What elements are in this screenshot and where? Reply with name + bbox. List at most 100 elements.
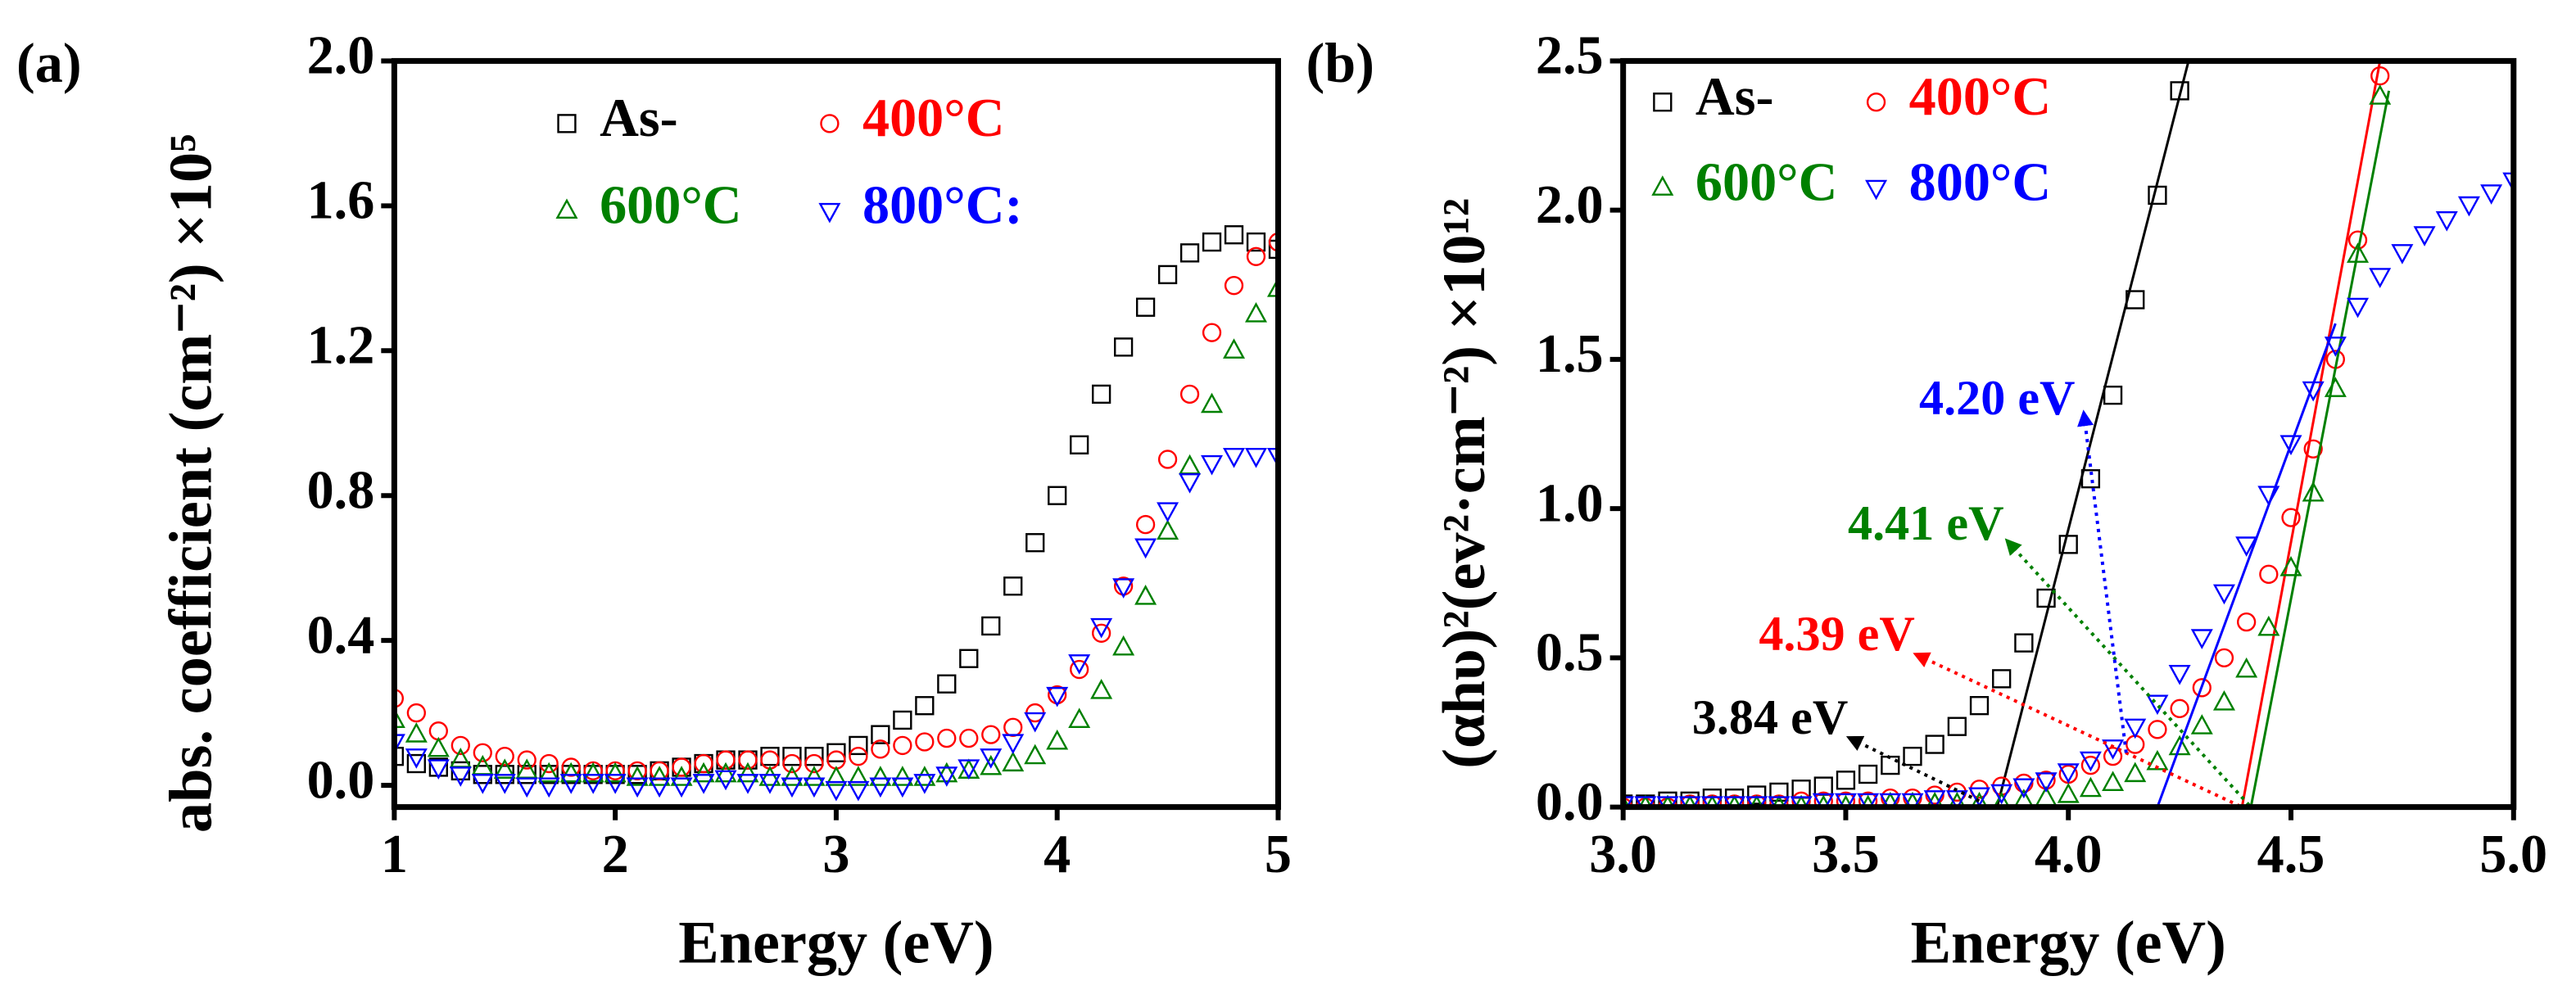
marker bbox=[1653, 93, 1673, 112]
marker bbox=[1002, 751, 1025, 772]
annotation: 4.20 eV bbox=[1919, 371, 2075, 426]
marker bbox=[1969, 696, 1990, 716]
marker bbox=[804, 753, 824, 774]
marker bbox=[736, 774, 759, 794]
annotation: 3.84 eV bbox=[1692, 690, 1848, 745]
marker bbox=[869, 766, 892, 786]
marker bbox=[1224, 275, 1244, 296]
marker bbox=[782, 753, 802, 774]
marker bbox=[2058, 535, 2078, 554]
marker bbox=[473, 743, 492, 762]
annotation-arrow bbox=[1913, 652, 2243, 809]
marker bbox=[1993, 791, 2010, 807]
marker bbox=[449, 766, 472, 787]
marker bbox=[2035, 772, 2058, 793]
plot-frame bbox=[1620, 57, 2517, 811]
marker bbox=[1223, 338, 1246, 359]
fit-line bbox=[1995, 61, 2190, 807]
panel-label: (b) bbox=[1306, 32, 1374, 94]
marker bbox=[427, 736, 450, 757]
marker bbox=[648, 766, 671, 786]
plot-frame bbox=[391, 57, 1281, 811]
marker bbox=[2212, 584, 2235, 605]
marker bbox=[557, 114, 577, 133]
marker bbox=[1003, 576, 1023, 596]
marker bbox=[1925, 735, 1944, 754]
marker bbox=[394, 734, 405, 755]
marker bbox=[738, 750, 758, 770]
marker bbox=[1025, 533, 1045, 553]
marker bbox=[1157, 502, 1179, 522]
x-tick-label: 4.5 bbox=[2257, 825, 2325, 884]
marker bbox=[539, 753, 559, 774]
marker bbox=[2347, 242, 2370, 263]
marker bbox=[758, 766, 781, 786]
x-tick-label: 1 bbox=[381, 825, 408, 884]
y-axis-label: (αhυ)²(ev²·cm⁻²) ×10¹² bbox=[1431, 198, 1498, 769]
marker bbox=[935, 762, 958, 783]
marker bbox=[2057, 763, 2080, 784]
marker bbox=[1157, 450, 1178, 469]
marker bbox=[517, 750, 536, 770]
marker bbox=[1836, 791, 1856, 807]
marker bbox=[537, 762, 560, 783]
marker bbox=[604, 762, 627, 783]
x-tick-label: 3.0 bbox=[1589, 825, 1657, 884]
marker bbox=[1266, 277, 1279, 297]
marker bbox=[626, 766, 649, 786]
marker bbox=[2057, 782, 2080, 803]
marker bbox=[2168, 735, 2191, 756]
marker bbox=[1651, 175, 1674, 196]
marker bbox=[555, 198, 578, 219]
marker bbox=[2235, 536, 2258, 557]
plot: 3.0 3.5 4.0 4.5 5.0 0.0 0.5 1.0 1.5 2.0 2.5 As- 400°… bbox=[1306, 26, 2548, 977]
marker bbox=[849, 735, 868, 756]
legend-label: 600°C bbox=[600, 176, 742, 236]
marker bbox=[915, 696, 935, 716]
marker bbox=[1926, 791, 1944, 807]
annotation: 4.41 eV bbox=[1848, 496, 2003, 551]
marker bbox=[2103, 385, 2123, 405]
marker bbox=[2080, 755, 2101, 775]
marker bbox=[2237, 612, 2257, 632]
marker bbox=[537, 777, 560, 798]
marker bbox=[493, 774, 516, 794]
marker bbox=[1971, 791, 1988, 807]
legend-label: 400°C bbox=[862, 88, 1005, 148]
x-tick-label: 5 bbox=[1265, 825, 1292, 884]
marker bbox=[1024, 744, 1047, 765]
marker bbox=[958, 758, 980, 779]
marker bbox=[2369, 84, 2392, 105]
marker bbox=[2036, 588, 2056, 608]
marker bbox=[1134, 585, 1157, 605]
marker bbox=[1836, 771, 1856, 790]
annotation-arrow bbox=[1845, 735, 1981, 803]
marker bbox=[803, 777, 826, 798]
marker bbox=[959, 649, 979, 668]
legend-label: 800°C bbox=[1909, 152, 2052, 212]
marker bbox=[582, 762, 604, 783]
marker bbox=[847, 766, 870, 786]
y-tick-label: 0.4 bbox=[307, 605, 375, 665]
marker bbox=[1134, 538, 1157, 559]
y-tick-label: 1.6 bbox=[307, 170, 375, 230]
marker bbox=[2190, 714, 2213, 735]
marker bbox=[450, 735, 470, 756]
marker bbox=[1223, 447, 1246, 468]
marker bbox=[869, 777, 892, 798]
marker bbox=[495, 747, 514, 766]
annotation: 4.39 eV bbox=[1759, 607, 1914, 662]
marker bbox=[958, 759, 980, 780]
marker bbox=[1046, 686, 1069, 707]
marker bbox=[2480, 184, 2503, 205]
marker bbox=[871, 739, 890, 759]
marker bbox=[1244, 301, 1267, 323]
y-tick-label: 2.0 bbox=[1536, 175, 1604, 235]
marker bbox=[1048, 486, 1067, 505]
marker bbox=[716, 750, 736, 770]
marker bbox=[893, 735, 912, 756]
marker bbox=[2324, 377, 2347, 397]
marker bbox=[1202, 232, 1222, 252]
x-axis-label: Energy (eV) bbox=[1911, 910, 2226, 977]
marker bbox=[2235, 657, 2258, 678]
